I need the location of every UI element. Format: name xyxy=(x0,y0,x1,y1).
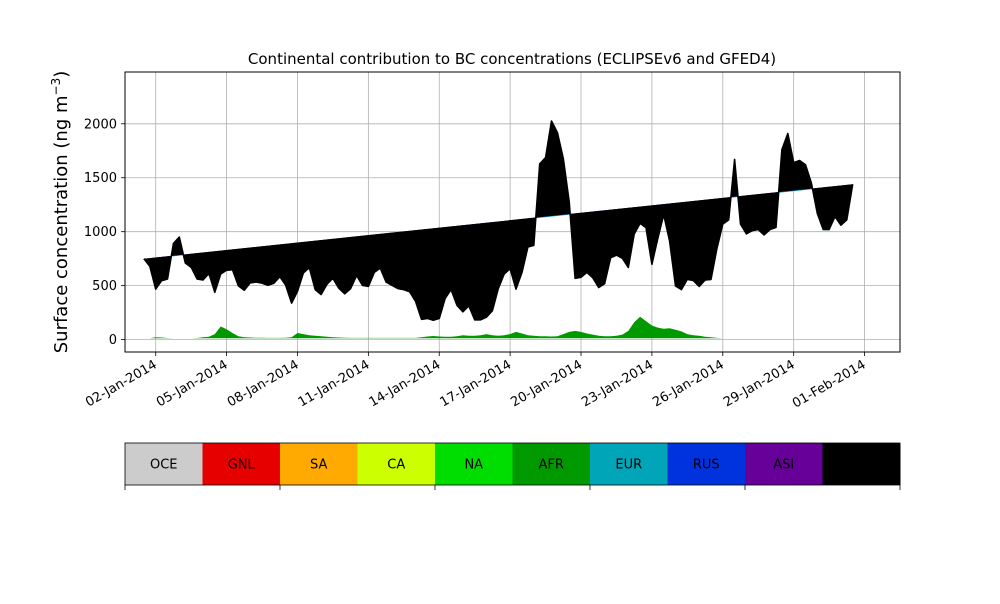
x-tick-label: 29-Jan-2014 xyxy=(721,357,798,410)
y-tick-label: 1500 xyxy=(84,171,117,186)
colorbar-label-na: NA xyxy=(464,458,483,473)
colorbar-label-aus: AUS xyxy=(848,458,875,473)
axes-layer xyxy=(124,71,901,353)
colorbar-swatch-asi xyxy=(745,443,823,485)
colorbar-swatch-afr xyxy=(512,443,591,485)
colorbar-swatch-aus xyxy=(822,443,901,485)
x-tick-label: 23-Jan-2014 xyxy=(579,357,656,410)
colorbar-label-sa: SA xyxy=(310,458,327,473)
colorbar-legend: OCE GNL SA CA NA AFR EUR RUS ASI AUS xyxy=(124,442,901,490)
colorbar-label-oce: OCE xyxy=(150,458,178,473)
colorbar-swatch-na xyxy=(435,443,513,485)
y-axis: 0 500 1000 1500 2000 xyxy=(84,117,125,348)
area-layer xyxy=(143,120,854,339)
y-tick-label: 1000 xyxy=(84,225,117,240)
x-tick-label: 08-Jan-2014 xyxy=(225,357,302,410)
colorbar-label-eur: EUR xyxy=(615,458,642,473)
colorbar-swatch-eur xyxy=(590,443,668,485)
plot-frame xyxy=(124,71,901,353)
colorbar-swatch-sa xyxy=(280,443,358,485)
series-area-aus xyxy=(143,121,853,321)
colorbar-label-gnl: GNL xyxy=(228,458,256,473)
colorbar-label-rus: RUS xyxy=(693,458,720,473)
y-axis-label-main: Surface concentration (ng m xyxy=(51,95,72,353)
colorbar-frame xyxy=(124,442,901,486)
y-axis-label: Surface concentration (ng m−3) xyxy=(49,71,72,354)
colorbar-swatch-oce xyxy=(125,443,203,485)
y-tick-label: 500 xyxy=(92,279,117,294)
y-tick-label: 0 xyxy=(109,333,117,348)
x-axis: 02-Jan-201405-Jan-201408-Jan-201411-Jan-… xyxy=(83,352,869,411)
y-axis-label-suffix: ) xyxy=(51,71,72,78)
series-area-afr xyxy=(143,316,853,339)
chart-title: Continental contribution to BC concentra… xyxy=(248,50,776,68)
colorbar-swatch-gnl xyxy=(202,443,281,485)
x-tick-label: 05-Jan-2014 xyxy=(154,357,231,410)
colorbar-label-ca: CA xyxy=(387,458,405,473)
colorbar-label-asi: ASI xyxy=(773,458,794,473)
x-tick-label: 02-Jan-2014 xyxy=(83,357,160,410)
x-tick-label: 17-Jan-2014 xyxy=(438,357,515,410)
x-tick-label: 11-Jan-2014 xyxy=(296,357,373,410)
x-tick-label: 20-Jan-2014 xyxy=(508,357,585,410)
x-tick-label: 01-Feb-2014 xyxy=(790,357,869,411)
x-tick-label: 14-Jan-2014 xyxy=(367,357,444,410)
colorbar-swatch-ca xyxy=(357,443,436,485)
y-tick-label: 2000 xyxy=(84,117,117,132)
x-tick-label: 26-Jan-2014 xyxy=(650,357,727,410)
total-outline xyxy=(143,120,854,321)
y-axis-label-exponent: −3 xyxy=(49,78,63,96)
colorbar-swatch-rus xyxy=(667,443,746,485)
grid-layer xyxy=(125,72,900,352)
colorbar-label-afr: AFR xyxy=(539,458,564,473)
